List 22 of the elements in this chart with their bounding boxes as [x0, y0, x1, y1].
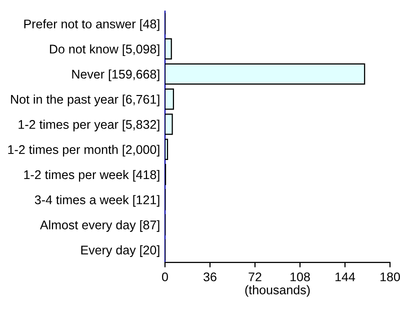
y-tick-label: 1-2 times per year [5,832] [18, 120, 160, 132]
y-tick-label: Do not know [5,098] [50, 44, 160, 56]
x-tick-label: 108 [290, 272, 310, 282]
bar [165, 88, 174, 110]
x-tick-label: 0 [162, 272, 168, 282]
x-tick-label: 180 [380, 272, 400, 282]
bar [165, 63, 366, 85]
y-tick-label: 1-2 times per month [2,000] [8, 144, 160, 156]
x-tick-label: 36 [204, 272, 216, 282]
y-tick-label: Every day [20] [81, 245, 160, 257]
x-tick-label: 72 [248, 272, 262, 282]
bar [165, 114, 173, 135]
x-tick-label: 144 [336, 272, 356, 282]
y-tick-label: Not in the past year [6,761] [11, 94, 160, 106]
y-tick-label: 1-2 times per week [418] [24, 170, 160, 182]
y-tick-label: Prefer not to answer [48] [24, 19, 160, 31]
y-tick-label: Almost every day [87] [40, 220, 160, 232]
y-tick-label: Never [159,668] [72, 69, 160, 82]
y-tick-label: 3-4 times a week [121] [34, 195, 160, 207]
bar [165, 38, 172, 60]
x-axis-title: (thousands) [245, 285, 310, 297]
bar [165, 138, 168, 160]
